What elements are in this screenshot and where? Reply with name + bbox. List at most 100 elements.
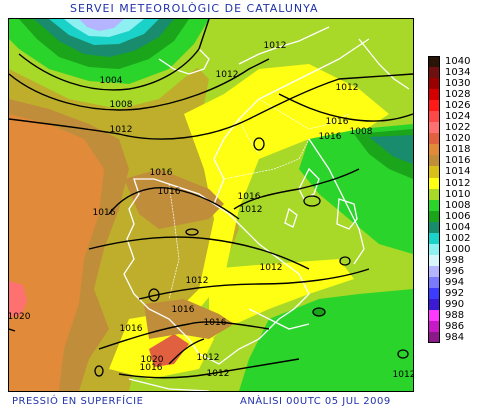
legend-entry: 1018 <box>428 144 480 156</box>
legend-label: 1020 <box>445 133 471 145</box>
legend-swatch <box>428 67 440 79</box>
isobar-label: 1016 <box>172 305 195 315</box>
isobar-label: 1012 <box>216 70 239 80</box>
isobars <box>9 19 413 379</box>
legend-entry: 1020 <box>428 133 480 145</box>
legend-label: 988 <box>445 310 465 322</box>
isobar-label: 1008 <box>110 100 133 110</box>
legend-label: 998 <box>445 254 465 266</box>
legend-swatch <box>428 56 440 68</box>
field-996-north <box>79 19 124 31</box>
field-1004-east <box>369 135 413 164</box>
legend-entry: 1004 <box>428 221 480 233</box>
isobar-label: 1016 <box>204 318 227 328</box>
legend-label: 996 <box>445 265 465 277</box>
page-title: SERVEI METEOROLÒGIC DE CATALUNYA <box>70 2 319 15</box>
legend-label: 1040 <box>445 56 471 67</box>
legend-entry: 1026 <box>428 100 480 112</box>
legend-entry: 1000 <box>428 243 480 255</box>
legend-label: 1002 <box>445 232 471 244</box>
isobar-label: 1020 <box>8 312 31 322</box>
isobar-label: 1012 <box>240 205 263 215</box>
legend-swatch <box>428 78 440 90</box>
field-1020-west <box>9 281 27 317</box>
legend-entry: 1024 <box>428 111 480 123</box>
isobar-labels: 1012 1012 1012 1004 1008 1016 1008 1012 … <box>8 41 413 380</box>
legend-entry: 986 <box>428 321 480 333</box>
legend-label: 1008 <box>445 199 471 211</box>
isobar-label: 1012 <box>197 353 220 363</box>
isobar-label: 1016 <box>158 187 181 197</box>
isobar-label: 1012 <box>336 83 359 93</box>
legend-swatch <box>428 144 440 156</box>
field-1020-south <box>149 334 189 367</box>
isobar-label: 1016 <box>150 168 173 178</box>
legend-label: 1010 <box>445 188 471 200</box>
analysis-time-label: ANÀLISI 00UTC 05 JUL 2009 <box>240 396 391 407</box>
legend-label: 1030 <box>445 78 471 90</box>
legend-swatch <box>428 243 440 255</box>
legend-entry: 1022 <box>428 122 480 134</box>
legend-entry: 996 <box>428 265 480 277</box>
legend-swatch <box>428 210 440 222</box>
isobar-rings <box>94 137 409 377</box>
legend-entry: 994 <box>428 276 480 288</box>
legend-swatch <box>428 166 440 178</box>
legend-entry: 1012 <box>428 177 480 189</box>
legend-swatch <box>428 299 440 311</box>
legend-label: 1012 <box>445 177 471 189</box>
legend-swatch <box>428 221 440 233</box>
legend-label: 984 <box>445 332 465 344</box>
isobar-label: 1012 <box>110 125 133 135</box>
legend-entry: 992 <box>428 287 480 300</box>
map-variable-label: PRESSIÓ EN SUPERFÍCIE <box>12 396 144 407</box>
legend-label: 1004 <box>445 221 471 233</box>
pressure-map: 1012 1012 1012 1004 1008 1016 1008 1012 … <box>8 18 414 392</box>
isobar-label: 1016 <box>140 363 163 373</box>
legend-swatch <box>428 254 440 266</box>
field-1016-iberia <box>124 169 224 229</box>
legend-swatch <box>428 122 440 134</box>
legend-entry: 1030 <box>428 78 480 90</box>
legend-entry: 1028 <box>428 89 480 101</box>
legend-swatch <box>428 287 440 300</box>
legend-entry: 1016 <box>428 155 480 167</box>
pressure-legend: 1040 1034 1030 1028 1026 1024 1022 1020 1018 1016… <box>428 56 480 344</box>
isobar-label: 1016 <box>238 192 261 202</box>
isobar-label: 1012 <box>207 369 230 379</box>
isobar-label: 1020 <box>141 355 164 365</box>
isobar-label: 1004 <box>100 76 123 86</box>
legend-swatch <box>428 100 440 112</box>
legend-label: 994 <box>445 276 465 288</box>
legend-label: 992 <box>445 287 465 299</box>
legend-entry: 1034 <box>428 67 480 79</box>
legend-swatch <box>428 332 440 344</box>
legend-entry: 1008 <box>428 199 480 211</box>
isobar-label: 1012 <box>260 263 283 273</box>
legend-swatch <box>428 232 440 244</box>
legend-label: 1016 <box>445 155 471 167</box>
isobar-label: 1016 <box>120 324 143 334</box>
legend-swatch <box>428 89 440 101</box>
legend-swatch <box>428 133 440 145</box>
legend-entry: 1010 <box>428 188 480 200</box>
legend-label: 990 <box>445 299 465 311</box>
isobar-label: 1016 <box>319 132 342 142</box>
legend-entry: 984 <box>428 332 480 344</box>
legend-entry: 990 <box>428 299 480 311</box>
legend-entry: 1006 <box>428 210 480 222</box>
legend-entry: 1040 <box>428 56 480 68</box>
isobar-label: 1016 <box>326 117 349 127</box>
legend-entry: 1014 <box>428 166 480 178</box>
legend-label: 1026 <box>445 100 471 112</box>
legend-swatch <box>428 310 440 322</box>
field-1018 <box>9 114 104 391</box>
legend-label: 1006 <box>445 210 471 222</box>
legend-label: 1000 <box>445 243 471 255</box>
legend-entry: 988 <box>428 310 480 322</box>
legend-swatch <box>428 111 440 123</box>
legend-label: 1028 <box>445 89 471 101</box>
legend-entry: 998 <box>428 254 480 266</box>
legend-label: 1022 <box>445 122 471 134</box>
field-1012 <box>169 64 389 319</box>
